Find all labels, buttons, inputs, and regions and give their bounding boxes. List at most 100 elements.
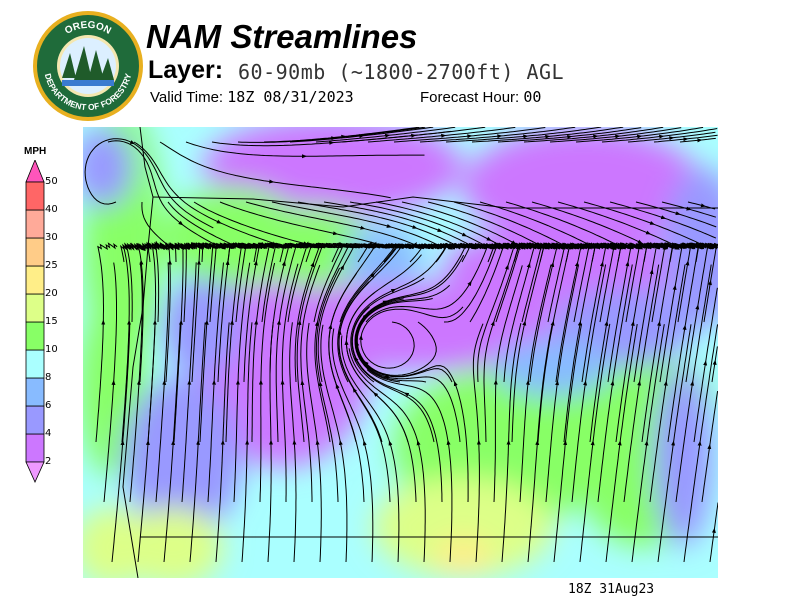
wind-speed-region [653,367,713,547]
streamline [358,321,415,369]
streamline [314,321,331,443]
streamline [601,134,665,143]
streamline [446,439,453,563]
streamline [147,319,157,443]
streamline [403,392,443,503]
streamline [651,242,716,272]
streamline [469,242,531,323]
oregon-department-of-forestry-logo: OREGON DEPARTMENT OF FORESTRY [33,11,143,121]
streamline [163,262,169,383]
streamline [289,322,295,443]
streamline [683,440,702,563]
legend-tick-label: 40 [45,204,58,215]
streamline [345,292,376,395]
streamline [607,261,630,383]
streamline [653,137,689,143]
streamline [625,242,653,323]
streamline [453,380,469,503]
legend-tick-label: 4 [45,428,52,439]
streamline [231,242,274,323]
streamline [387,127,456,136]
legend-tick-label: 8 [45,372,52,383]
wind-speed-region [463,127,703,247]
streamline [349,201,468,237]
wind-speed-region [433,537,493,577]
streamline [553,440,568,563]
streamline [497,134,573,143]
streamline [292,439,297,563]
streamline [180,242,208,323]
streamline [354,356,435,443]
streamline [709,527,716,563]
streamline [557,201,651,235]
streamline [113,262,117,383]
streamline [213,262,224,383]
streamline [525,127,602,137]
streamline [328,273,357,387]
streamline [658,242,701,324]
streamline [579,440,595,563]
streamline [365,254,465,316]
color-legend [25,160,45,483]
streamline [299,243,358,323]
wind-speed-region [493,337,613,397]
legend-tick-label: 20 [45,288,58,299]
streamline [661,128,718,137]
streamline [350,288,397,383]
streamline [555,261,579,383]
streamline [267,439,273,563]
streamline [237,262,251,383]
streamline [693,360,708,443]
streamline [337,272,376,383]
streamline [575,134,643,143]
streamline [665,264,686,384]
streamline [188,262,197,383]
streamline [361,127,434,137]
streamline [671,131,716,139]
streamline [97,242,118,323]
streamline [331,328,365,443]
streamline [597,380,615,503]
legend-swatch [25,377,45,407]
streamline [373,242,463,275]
streamline [366,369,449,443]
streamline [705,287,718,363]
streamline [125,242,146,323]
streamline [483,320,495,443]
streamline [579,243,623,324]
streamline [627,136,675,143]
streamline [633,269,654,383]
streamline [413,127,486,136]
streamline [315,439,322,563]
streamline [351,306,407,395]
legend-tick-label: 30 [45,232,58,243]
streamline [219,201,339,236]
streamline [225,319,234,443]
streamline [714,346,718,363]
streamline [155,242,178,323]
streamline [383,243,477,263]
streamline [172,322,181,443]
streamline [241,439,250,563]
page-title: NAM Streamlines [146,18,418,55]
streamline [615,320,635,443]
streamline [709,246,717,283]
streamline [173,319,183,443]
streamline [215,439,225,563]
streamline [617,127,682,137]
streamline [193,201,309,246]
streamline [163,439,176,563]
legend-unit: MPH [24,146,47,157]
streamline [493,379,498,503]
streamline [315,267,341,384]
streamline [222,322,230,443]
streamline [383,375,461,443]
streamline [233,379,240,503]
streamline [107,140,184,226]
streamline [701,444,712,503]
streamline [678,213,717,228]
streamline [663,217,717,239]
svg-text:OREGON: OREGON [63,20,113,37]
streamline [304,154,425,157]
streamline [461,243,543,263]
